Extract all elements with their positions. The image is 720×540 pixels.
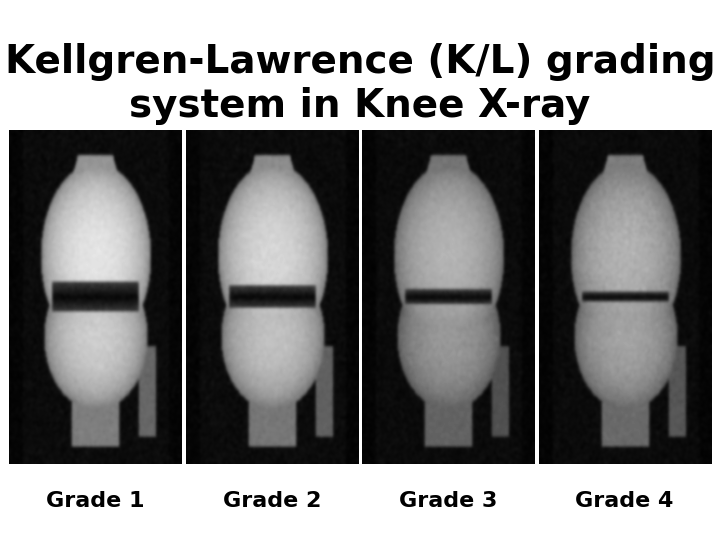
Text: Grade 4: Grade 4	[575, 491, 674, 511]
Text: Grade 1: Grade 1	[46, 491, 145, 511]
Text: Grade 3: Grade 3	[399, 491, 498, 511]
Text: Grade 2: Grade 2	[222, 491, 321, 511]
Text: Kellgren-Lawrence (K/L) grading
system in Knee X-ray: Kellgren-Lawrence (K/L) grading system i…	[5, 43, 715, 125]
